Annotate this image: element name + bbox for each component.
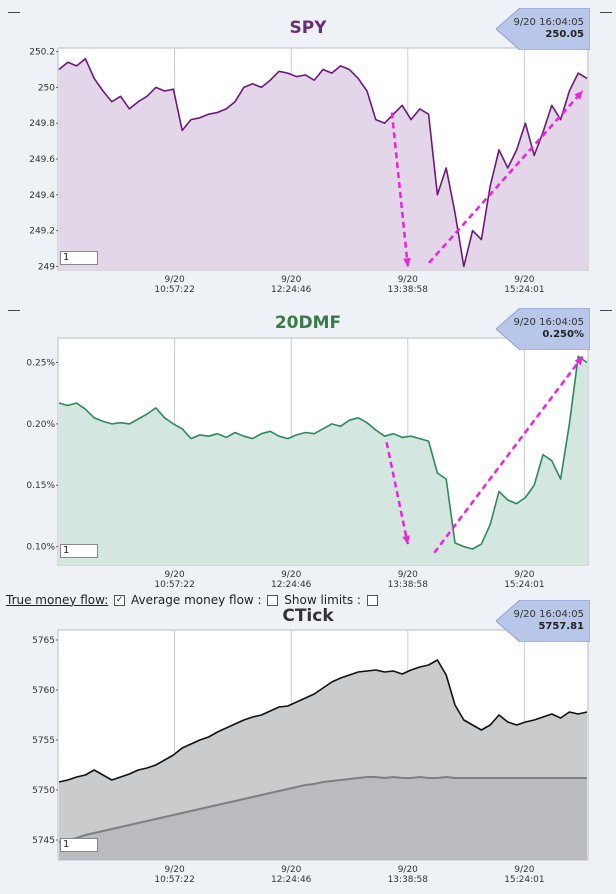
badge-text: 9/20 16:04:05 0.250% xyxy=(513,317,584,341)
badge-value: 0.250% xyxy=(542,329,584,340)
badge-time: 9/20 16:04:05 xyxy=(513,609,584,620)
x-tick-date: 9/20 xyxy=(514,275,534,285)
chart-title: SPY xyxy=(289,18,327,38)
badge-arrow-shape xyxy=(496,8,590,50)
chart-title: CTick xyxy=(282,606,334,626)
series-line xyxy=(58,57,588,268)
series-area xyxy=(59,777,587,860)
collapse-dash-left[interactable] xyxy=(8,12,20,13)
annotation-arrow xyxy=(433,355,584,554)
collapse-dash-right[interactable] xyxy=(600,310,612,311)
x-tick-time: 15:24:01 xyxy=(504,580,544,590)
x-tick-date: 9/20 xyxy=(164,865,184,875)
y-tick-label: 250 xyxy=(38,83,55,93)
y-tick-label: 5745 xyxy=(32,836,55,846)
arrow-head xyxy=(403,257,411,267)
show-limits-label: Show limits : xyxy=(284,593,361,607)
money-flow-options: True money flow: ✓ Average money flow : … xyxy=(6,593,380,607)
x-tick-date: 9/20 xyxy=(398,865,418,875)
badge-value: 5757.81 xyxy=(538,621,584,632)
y-tick-label: 250.2 xyxy=(29,48,55,58)
y-tick-label: 249.2 xyxy=(29,227,55,237)
y-tick-label: 249.4 xyxy=(29,191,55,201)
x-tick-date: 9/20 xyxy=(398,570,418,580)
x-tick-time: 10:57:22 xyxy=(154,580,194,590)
arrow-head xyxy=(402,535,410,545)
ctick-panel: CTick 5765 5760 5755 5750 5745 9/20 10:57:22 9/… xyxy=(0,600,616,894)
x-tick-date: 9/20 xyxy=(514,570,534,580)
true-money-flow-label: True money flow: xyxy=(6,593,109,607)
x-tick-time: 15:24:01 xyxy=(504,285,544,295)
dmf-chart[interactable]: 0.25%0.20%0.15%0.10%9/2010:57:229/2012:2… xyxy=(0,300,616,595)
collapse-dash-right[interactable] xyxy=(600,12,612,13)
annotation-arrow xyxy=(390,112,410,267)
x-tick-time: 10:57:22 xyxy=(154,875,194,885)
y-tick-label: 5765 xyxy=(32,636,55,646)
arrow-head xyxy=(574,356,583,366)
x-tick-date: 9/20 xyxy=(164,570,184,580)
series-line xyxy=(58,355,588,550)
x-tick-time: 13:38:58 xyxy=(388,875,429,885)
y-tick-label: 0.20% xyxy=(26,420,55,430)
price-badge: 9/20 16:04:05 5757.81 xyxy=(496,600,590,642)
period-input[interactable]: 1 xyxy=(60,838,98,852)
ctick-chart[interactable]: 576557605755575057459/2010:57:229/2012:2… xyxy=(0,600,616,894)
x-tick-date: 9/20 xyxy=(514,865,534,875)
badge-text: 9/20 16:04:05 250.05 xyxy=(513,17,584,41)
period-input[interactable]: 1 xyxy=(60,251,98,265)
x-tick-date: 9/20 xyxy=(281,275,301,285)
y-tick-label: 249.8 xyxy=(29,119,55,129)
spy-panel: SPY 250.2 250 249.8 249.6 249.4 249.2 249 9/20 1… xyxy=(0,0,616,310)
period-input[interactable]: 1 xyxy=(60,544,98,558)
series-line xyxy=(58,659,588,783)
x-tick-date: 9/20 xyxy=(398,275,418,285)
y-tick-label: 0.15% xyxy=(26,481,55,491)
chart-title: 20DMF xyxy=(274,313,342,333)
badge-time: 9/20 16:04:05 xyxy=(513,317,584,328)
y-tick-label: 249 xyxy=(38,262,55,272)
series-area xyxy=(59,356,587,565)
x-tick-time: 13:38:58 xyxy=(388,580,429,590)
spy-chart[interactable]: 250.2250249.8249.6249.4249.22499/2010:57… xyxy=(0,0,616,300)
badge-time: 9/20 16:04:05 xyxy=(513,17,584,28)
x-tick-time: 15:24:01 xyxy=(504,875,544,885)
dmf-panel: 20DMF 0.25% 0.20% 0.15% 0.10% 9/20 10:57:22 9/… xyxy=(0,300,616,600)
show-limits-checkbox[interactable] xyxy=(366,595,378,606)
price-badge: 9/20 16:04:05 250.05 xyxy=(496,8,590,50)
x-tick-date: 9/20 xyxy=(281,865,301,875)
badge-value: 250.05 xyxy=(545,29,584,40)
x-tick-time: 12:24:46 xyxy=(271,875,312,885)
x-tick-date: 9/20 xyxy=(281,570,301,580)
x-tick-time: 12:24:46 xyxy=(271,580,312,590)
y-tick-label: 5755 xyxy=(32,736,55,746)
y-tick-label: 249.6 xyxy=(29,155,55,165)
y-tick-label: 0.10% xyxy=(26,543,55,553)
x-tick-time: 10:57:22 xyxy=(154,285,194,295)
x-tick-date: 9/20 xyxy=(164,275,184,285)
collapse-dash-left[interactable] xyxy=(8,310,20,311)
x-tick-time: 13:38:58 xyxy=(388,285,429,295)
true-money-flow-checkbox[interactable]: ✓ xyxy=(114,595,126,606)
y-tick-label: 5750 xyxy=(32,786,55,796)
series-line xyxy=(58,776,587,843)
badge-text: 9/20 16:04:05 5757.81 xyxy=(513,609,584,633)
badge-arrow-shape xyxy=(496,308,590,350)
y-tick-label: 0.25% xyxy=(26,359,55,369)
y-tick-label: 5760 xyxy=(32,686,55,696)
x-tick-time: 12:24:46 xyxy=(271,285,312,295)
annotation-arrow xyxy=(385,442,410,545)
average-money-flow-label: Average money flow : xyxy=(131,593,262,607)
arrow-head xyxy=(574,90,583,100)
average-money-flow-checkbox[interactable] xyxy=(267,595,279,606)
annotation-arrow xyxy=(428,90,584,264)
badge-arrow-shape xyxy=(496,600,590,642)
price-badge: 9/20 16:04:05 0.250% xyxy=(496,308,590,350)
